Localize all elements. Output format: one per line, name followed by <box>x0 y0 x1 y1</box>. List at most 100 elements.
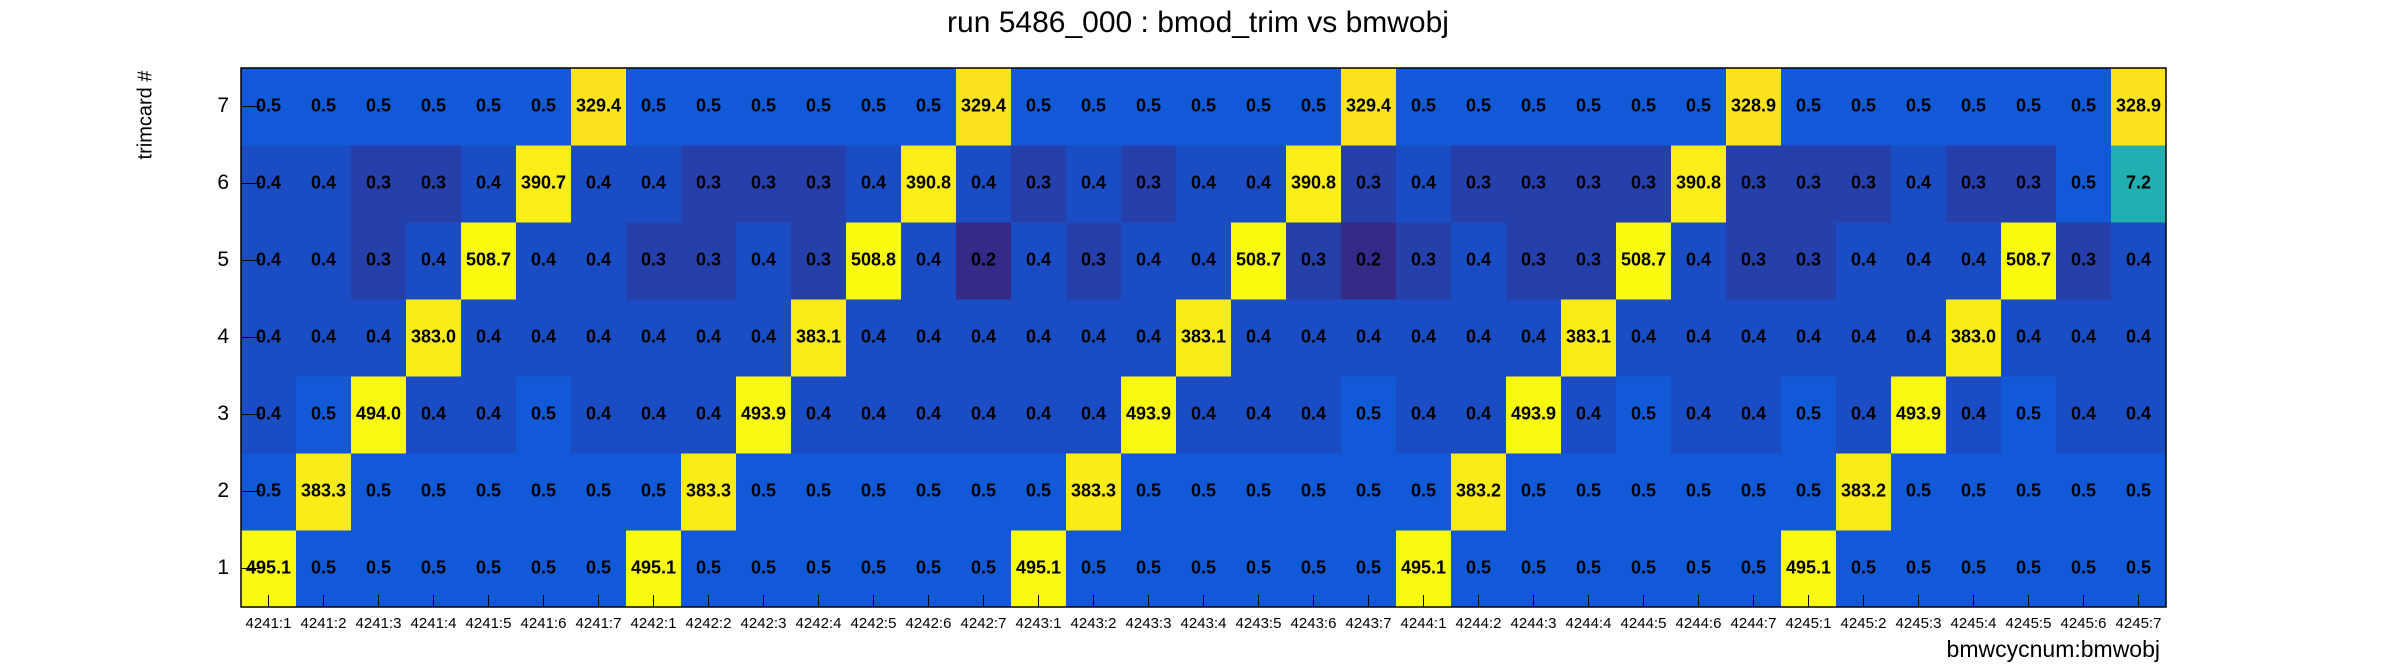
heatmap-cell <box>1781 145 1837 223</box>
x-tick-label: 4244:2 <box>1456 615 1502 632</box>
heatmap-cell <box>296 145 352 223</box>
cell-label: 0.5 <box>1246 557 1271 577</box>
heatmap-cell <box>2056 376 2112 454</box>
heatmap-cell <box>406 222 462 300</box>
cell-label: 0.3 <box>1576 172 1601 192</box>
cell-label: 0.4 <box>476 326 501 346</box>
cell-label: 0.4 <box>1246 172 1271 192</box>
cell-label: 0.4 <box>2126 403 2151 423</box>
cell-label: 0.4 <box>476 403 501 423</box>
heatmap-cell <box>1836 68 1892 146</box>
cell-label: 493.9 <box>1896 403 1941 423</box>
heatmap-cell <box>2056 530 2112 608</box>
cell-label: 0.3 <box>1796 172 1821 192</box>
heatmap-cell <box>1121 68 1177 146</box>
cell-label: 0.3 <box>806 249 831 269</box>
heatmap-cell <box>1286 376 1342 454</box>
cell-label: 0.4 <box>1906 326 1931 346</box>
cell-label: 390.8 <box>906 172 951 192</box>
x-tick-label: 4241:4 <box>411 615 457 632</box>
heatmap-cell <box>351 299 407 377</box>
cell-label: 0.5 <box>311 403 336 423</box>
cell-label: 0.5 <box>1796 95 1821 115</box>
heatmap-cell <box>1451 376 1507 454</box>
cell-label: 0.4 <box>916 249 941 269</box>
x-tick-label: 4245:6 <box>2061 615 2107 632</box>
cell-label: 0.5 <box>1136 95 1161 115</box>
cell-label: 0.5 <box>861 480 886 500</box>
cell-label: 0.5 <box>256 480 281 500</box>
cell-label: 0.5 <box>2016 557 2041 577</box>
cell-label: 0.4 <box>806 403 831 423</box>
heatmap-cell <box>1066 68 1122 146</box>
cell-label: 0.3 <box>2016 172 2041 192</box>
heatmap-cell <box>956 299 1012 377</box>
heatmap-cell <box>351 68 407 146</box>
heatmap-cell <box>1781 376 1837 454</box>
heatmap-cell <box>516 222 572 300</box>
x-tick-label: 4242:1 <box>631 615 677 632</box>
heatmap-cell <box>2056 222 2112 300</box>
heatmap-cell <box>1121 376 1177 454</box>
cell-label: 0.4 <box>696 326 721 346</box>
cell-label: 0.3 <box>1081 249 1106 269</box>
cell-label: 0.5 <box>1686 95 1711 115</box>
heatmap-cell <box>1066 145 1122 223</box>
cell-label: 383.0 <box>1951 326 1996 346</box>
heatmap-cell <box>1506 68 1562 146</box>
cell-label: 0.4 <box>2071 326 2096 346</box>
heatmap-cell <box>1671 222 1727 300</box>
heatmap-cell <box>1341 530 1397 608</box>
heatmap-cell <box>1726 453 1782 531</box>
heatmap-cell <box>1176 145 1232 223</box>
cell-label: 0.3 <box>1576 249 1601 269</box>
heatmap-cell <box>571 222 627 300</box>
cell-label: 495.1 <box>1786 557 1831 577</box>
heatmap-cell <box>1726 222 1782 300</box>
cell-label: 0.5 <box>1026 480 1051 500</box>
heatmap-cell <box>1286 68 1342 146</box>
heatmap-cell <box>1561 376 1617 454</box>
cell-label: 0.3 <box>421 172 446 192</box>
cell-label: 0.4 <box>531 326 556 346</box>
cell-label: 0.5 <box>476 480 501 500</box>
x-tick-label: 4241:6 <box>521 615 567 632</box>
heatmap-cell <box>1891 376 1947 454</box>
heatmap-cell <box>1231 453 1287 531</box>
cell-label: 0.4 <box>586 403 611 423</box>
heatmap-cell <box>1011 376 1067 454</box>
cell-label: 0.4 <box>1466 249 1491 269</box>
heatmap-cell <box>461 453 517 531</box>
heatmap-cell <box>626 530 682 608</box>
cell-label: 0.4 <box>2071 403 2096 423</box>
cell-label: 0.3 <box>1136 172 1161 192</box>
heatmap-cell <box>1891 453 1947 531</box>
cell-label: 0.5 <box>751 557 776 577</box>
cell-label: 0.5 <box>1741 557 1766 577</box>
y-tick-label: 6 <box>217 171 229 194</box>
cell-label: 0.4 <box>421 249 446 269</box>
cell-label: 508.8 <box>851 249 896 269</box>
heatmap-cell <box>1616 222 1672 300</box>
cell-label: 0.5 <box>1246 480 1271 500</box>
cell-label: 0.5 <box>1851 557 1876 577</box>
cell-label: 329.4 <box>961 95 1006 115</box>
x-axis-title: bmwcycnum:bmwobj <box>1947 636 2160 662</box>
cell-label: 0.5 <box>476 95 501 115</box>
heatmap-cell <box>1176 453 1232 531</box>
cell-label: 0.4 <box>1191 249 1216 269</box>
cell-label: 0.4 <box>311 249 336 269</box>
heatmap-cell <box>846 453 902 531</box>
heatmap-cell <box>1121 299 1177 377</box>
heatmap-cell <box>846 530 902 608</box>
cell-label: 0.5 <box>1301 95 1326 115</box>
heatmap-cell <box>2001 453 2057 531</box>
chart-title: run 5486_000 : bmod_trim vs bmwobj <box>947 6 1449 39</box>
heatmap-cell <box>1616 145 1672 223</box>
heatmap-cell <box>736 376 792 454</box>
x-tick-label: 4245:3 <box>1896 615 1942 632</box>
x-tick-label: 4242:3 <box>741 615 787 632</box>
y-tick-label: 7 <box>217 94 229 117</box>
cell-label: 0.3 <box>1026 172 1051 192</box>
heatmap-cell <box>1781 530 1837 608</box>
